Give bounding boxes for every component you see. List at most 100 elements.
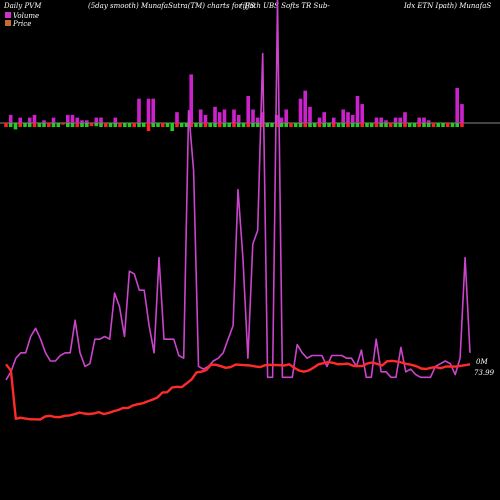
volume-bar-down xyxy=(203,123,208,127)
volume-bar-down xyxy=(265,123,269,127)
volume-bar-up xyxy=(246,96,250,123)
volume-bar-down xyxy=(308,123,312,127)
volume-bar-up xyxy=(80,120,84,123)
volume-bar-down xyxy=(165,123,170,127)
volume-bar-down xyxy=(27,123,32,127)
volume-bar-up xyxy=(51,117,56,123)
volume-bar-down xyxy=(217,123,222,127)
volume-bar-down xyxy=(23,123,27,127)
volume-bar-down xyxy=(274,123,279,127)
volume-bar-up xyxy=(222,109,227,123)
volume-bar-down xyxy=(146,123,151,131)
volume-bar-up xyxy=(308,106,312,123)
volume-bar-down xyxy=(360,123,364,127)
volume-bar-down xyxy=(355,123,360,127)
volume-bar-down xyxy=(331,123,336,127)
volume-bar-down xyxy=(336,123,341,127)
volume-bar-down xyxy=(94,123,99,127)
volume-bar-up xyxy=(322,112,326,123)
volume-bar-down xyxy=(255,123,260,127)
volume-bar-down xyxy=(137,123,141,127)
volume-bar-down xyxy=(455,123,459,127)
price-last-tag: 73.99 xyxy=(474,369,495,377)
volume-bar-down xyxy=(213,123,217,127)
chart-header-mid1: (5day smooth) MunafaSutra(TM) charts for… xyxy=(88,2,255,10)
volume-bar-down xyxy=(151,123,155,127)
volume-bar-up xyxy=(298,98,303,123)
volume-bar-up xyxy=(99,117,103,123)
volume-bar-up xyxy=(27,117,32,123)
series-lines-group xyxy=(5,0,471,421)
volume-bar-down xyxy=(341,123,345,127)
volume-bar-up xyxy=(384,120,388,123)
volume-bar-down xyxy=(322,123,326,127)
volume-bar-down xyxy=(56,123,61,127)
volume-bar-up xyxy=(189,74,193,123)
volume-bar-down xyxy=(260,123,265,127)
volume-bar-up xyxy=(260,112,265,123)
volume-bar-up xyxy=(393,117,398,123)
volume-bar-down xyxy=(374,123,379,127)
volume-bar-down xyxy=(365,123,369,127)
volume-bar-down xyxy=(417,123,421,127)
volume-last-tag: 0M xyxy=(476,358,488,366)
volume-bar-up xyxy=(379,117,383,123)
volume-bar-up xyxy=(355,96,360,123)
volume-bar-down xyxy=(460,123,464,127)
volume-bar-down xyxy=(179,123,184,127)
volume-bar-up xyxy=(303,90,307,123)
volume-bar-down xyxy=(184,123,189,127)
volume-bar-up xyxy=(151,98,155,123)
volume-bar-up xyxy=(175,112,179,123)
volume-bar-down xyxy=(327,123,331,127)
volume-bars-group xyxy=(4,74,464,131)
volume-bar-down xyxy=(241,123,246,127)
price-line xyxy=(5,359,471,421)
volume-bar-down xyxy=(379,123,383,127)
volume-bar-up xyxy=(255,117,260,123)
volume-bar-down xyxy=(108,123,113,127)
volume-bar-down xyxy=(32,123,37,127)
volume-bar-up xyxy=(317,117,322,123)
volume-bar-down xyxy=(13,123,18,130)
legend-volume-label: Volume xyxy=(13,12,39,20)
volume-bar-up xyxy=(66,114,70,123)
volume-bar-down xyxy=(18,123,22,127)
volume-bar-down xyxy=(298,123,303,127)
chart-header-right: Idx ETN Ipath) MunafaS xyxy=(403,2,491,10)
volume-bar-down xyxy=(222,123,227,127)
volume-bar-down xyxy=(70,123,75,127)
volume-bar-up xyxy=(346,112,350,123)
volume-bar-up xyxy=(146,98,151,123)
volume-bar-down xyxy=(303,123,307,127)
volume-bar-down xyxy=(189,123,193,127)
volume-line xyxy=(5,0,471,381)
volume-bar-down xyxy=(284,123,288,127)
volume-bar-down xyxy=(8,123,13,127)
volume-bar-down xyxy=(132,123,136,127)
volume-bar-down xyxy=(99,123,103,127)
volume-bar-up xyxy=(18,117,22,123)
volume-bar-down xyxy=(61,123,65,125)
volume-bar-down xyxy=(412,123,417,127)
legend-price-label: Price xyxy=(12,20,31,28)
chart-header-mid2: (iPath UBS Softs TR Sub- xyxy=(240,2,330,10)
volume-bar-down xyxy=(279,123,284,127)
volume-bar-down xyxy=(85,123,89,127)
volume-bar-down xyxy=(118,123,122,127)
volume-bar-down xyxy=(104,123,108,127)
volume-bar-up xyxy=(94,117,99,123)
volume-bar-up xyxy=(198,109,203,123)
volume-bar-down xyxy=(270,123,274,127)
volume-bar-down xyxy=(51,123,56,127)
volume-bar-up xyxy=(284,109,288,123)
volume-bar-up xyxy=(422,117,426,123)
chart-header-left: Daily PVM xyxy=(3,2,42,10)
volume-bar-up xyxy=(42,120,46,123)
volume-bar-down xyxy=(236,123,241,127)
volume-bar-down xyxy=(426,123,431,127)
volume-bar-down xyxy=(208,123,212,127)
volume-bar-down xyxy=(246,123,250,127)
volume-bar-up xyxy=(417,117,421,123)
volume-bar-up xyxy=(75,117,80,123)
